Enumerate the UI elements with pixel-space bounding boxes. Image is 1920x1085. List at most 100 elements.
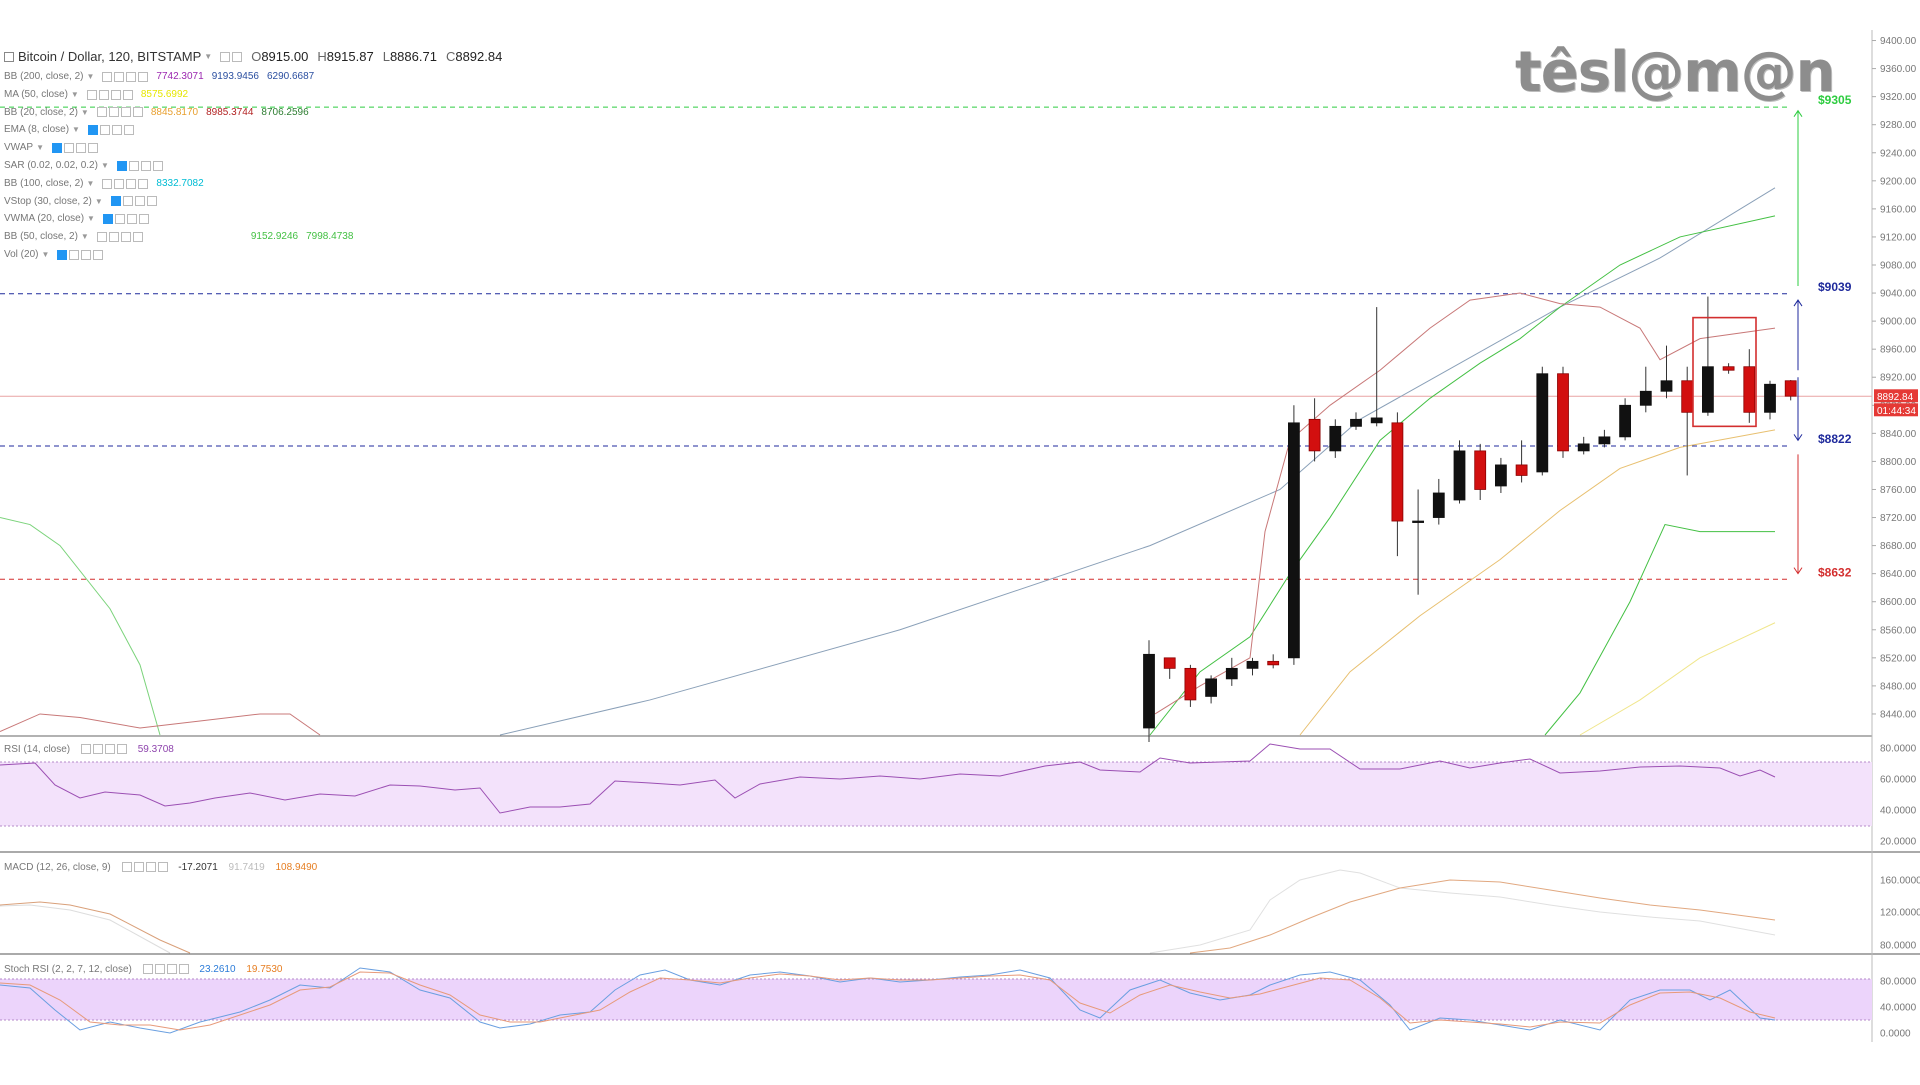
indicator-row[interactable]: EMA (8, close) ▼ — [4, 121, 502, 139]
candle-up[interactable] — [1453, 450, 1466, 501]
indicator-row[interactable]: VWMA (20, close) ▼ — [4, 210, 502, 228]
settings-icon[interactable] — [80, 744, 91, 755]
hide-icon[interactable] — [114, 71, 125, 82]
close-icon[interactable] — [88, 143, 98, 154]
candle-down[interactable] — [1681, 380, 1694, 413]
settings-icon[interactable] — [87, 125, 98, 136]
close-icon[interactable] — [132, 232, 143, 243]
candle-down[interactable] — [1722, 366, 1735, 371]
candle-up[interactable] — [1350, 418, 1362, 427]
close-icon[interactable] — [146, 196, 157, 207]
indicator-row[interactable]: Vol (20) ▼ — [4, 246, 502, 264]
close-icon[interactable] — [138, 178, 149, 189]
close-icon[interactable] — [93, 249, 104, 260]
chevron-down-icon[interactable]: ▼ — [80, 232, 89, 242]
chevron-down-icon[interactable]: ▼ — [86, 178, 95, 188]
candle-up[interactable] — [1205, 678, 1217, 697]
indicator-name[interactable]: Vol (20) — [4, 248, 39, 260]
indicator-name[interactable]: BB (200, close, 2) — [4, 71, 84, 82]
hide-icon[interactable] — [98, 89, 109, 100]
candle-down[interactable] — [1308, 418, 1321, 452]
chevron-down-icon[interactable]: ▼ — [86, 72, 95, 81]
settings-icon[interactable] — [116, 160, 127, 171]
settings-icon[interactable] — [96, 232, 107, 243]
hide-icon[interactable] — [122, 196, 133, 207]
more-icon[interactable] — [126, 214, 137, 225]
close-icon[interactable] — [116, 744, 127, 755]
settings-icon[interactable] — [110, 196, 121, 207]
candle-down[interactable] — [1784, 380, 1797, 397]
close-icon[interactable] — [138, 71, 149, 82]
indicator-row[interactable]: SAR (0.02, 0.02, 0.2) ▼ — [4, 157, 502, 175]
chevron-down-icon[interactable]: ▼ — [41, 249, 50, 259]
indicator-name[interactable]: MA (50, close) — [4, 88, 68, 100]
more-icon[interactable] — [104, 744, 115, 755]
candle-up[interactable] — [1143, 653, 1155, 729]
symbol-title[interactable]: Bitcoin / Dollar, 120, BITSTAMP — [18, 49, 202, 65]
candle-down[interactable] — [1391, 422, 1404, 522]
settings-icon[interactable] — [142, 964, 153, 975]
rsi-name[interactable]: RSI (14, close) — [4, 744, 71, 755]
candle-up[interactable] — [1619, 404, 1631, 438]
chevron-down-icon[interactable]: ▼ — [100, 160, 109, 170]
candle-up[interactable] — [1225, 667, 1238, 680]
candle-down[interactable] — [1163, 657, 1176, 669]
more-icon[interactable] — [111, 125, 122, 136]
candle-down[interactable] — [1184, 667, 1197, 701]
rsi-label[interactable]: RSI (14, close) 59.3708 — [4, 744, 174, 755]
candle-down[interactable] — [1474, 450, 1487, 490]
more-icon[interactable] — [120, 107, 131, 118]
settings-icon[interactable] — [52, 143, 62, 154]
candle-up[interactable] — [1495, 464, 1507, 487]
more-icon[interactable] — [140, 160, 151, 171]
settings-icon[interactable] — [220, 52, 231, 62]
more-icon[interactable] — [126, 178, 137, 189]
hide-icon[interactable] — [114, 214, 125, 225]
more-icon[interactable] — [120, 232, 131, 243]
macd-label[interactable]: MACD (12, 26, close, 9) -17.2071 91.7419… — [4, 862, 317, 873]
chevron-down-icon[interactable]: ▼ — [72, 125, 80, 135]
close-icon[interactable] — [123, 125, 134, 136]
hide-icon[interactable] — [154, 964, 165, 975]
settings-icon[interactable] — [102, 71, 113, 82]
candle-up[interactable] — [1536, 373, 1549, 473]
indicator-row[interactable]: BB (100, close, 2) ▼ 8332.7082 — [4, 175, 502, 193]
candle-up[interactable] — [1432, 492, 1445, 518]
more-icon[interactable] — [110, 89, 121, 100]
settings-icon[interactable] — [121, 862, 132, 873]
candle-up[interactable] — [1764, 383, 1776, 413]
indicator-row[interactable]: BB (20, close, 2) ▼ 8845.8170 8985.3744 8706… — [4, 104, 502, 122]
candle-up[interactable] — [1577, 443, 1590, 452]
chevron-down-icon[interactable]: ▼ — [94, 196, 103, 206]
candle-up[interactable] — [1639, 390, 1652, 406]
indicator-row[interactable]: VWAP ▼ — [4, 139, 502, 157]
close-icon[interactable] — [178, 964, 189, 975]
indicator-row[interactable]: MA (50, close) ▼ 8575.6992 — [4, 86, 502, 104]
hide-icon[interactable] — [69, 249, 80, 260]
candle-up[interactable] — [1412, 520, 1424, 523]
candle-down[interactable] — [1267, 660, 1280, 666]
indicator-name[interactable]: BB (100, close, 2) — [4, 177, 84, 189]
chevron-down-icon[interactable]: ▼ — [36, 143, 44, 153]
candle-up[interactable] — [1702, 366, 1714, 413]
settings-icon[interactable] — [102, 214, 113, 225]
candle-up[interactable] — [1288, 422, 1300, 659]
indicator-row[interactable]: VStop (30, close, 2) ▼ — [4, 193, 502, 211]
indicator-name[interactable]: EMA (8, close) — [4, 124, 70, 136]
close-icon[interactable] — [122, 89, 133, 100]
more-icon[interactable] — [81, 249, 92, 260]
stoch-label[interactable]: Stoch RSI (2, 2, 7, 12, close) 23.2610 1… — [4, 964, 283, 975]
indicator-row[interactable]: BB (200, close, 2) ▼ 7742.3071 9193.9456 629… — [4, 68, 502, 86]
more-icon[interactable] — [134, 196, 145, 207]
chevron-down-icon[interactable]: ▼ — [204, 52, 213, 62]
indicator-name[interactable]: VStop (30, close, 2) — [4, 195, 92, 207]
more-icon[interactable] — [126, 71, 137, 82]
close-icon[interactable] — [138, 214, 149, 225]
indicator-row[interactable]: BB (50, close, 2) ▼ 9152.9246 7998.4738 — [4, 228, 502, 246]
hide-icon[interactable] — [108, 107, 119, 118]
close-icon[interactable] — [152, 160, 163, 171]
stoch-name[interactable]: Stoch RSI (2, 2, 7, 12, close) — [4, 964, 132, 975]
symbol-header[interactable]: Bitcoin / Dollar, 120, BITSTAMP ▼ O 8915.… — [4, 46, 502, 68]
hide-icon[interactable] — [99, 125, 110, 136]
close-icon[interactable] — [132, 107, 143, 118]
